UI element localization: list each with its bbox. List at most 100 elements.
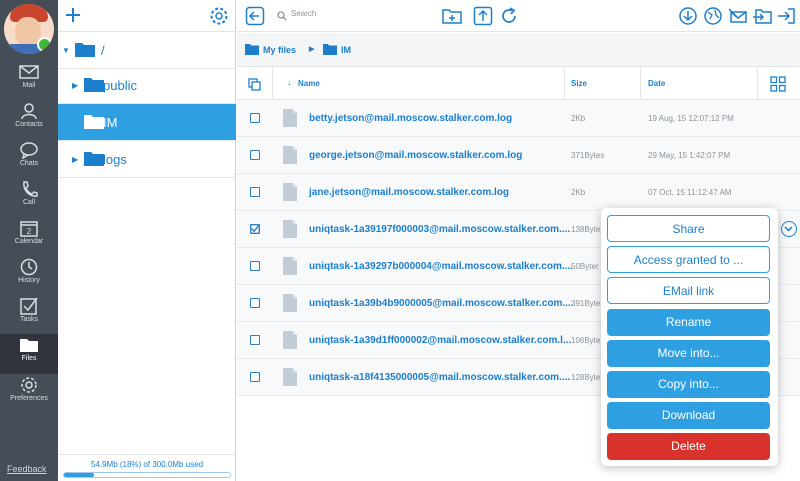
file-icon xyxy=(283,220,297,238)
search-input[interactable]: Search xyxy=(291,9,317,18)
row-checkbox[interactable] xyxy=(250,113,260,123)
table-row[interactable]: betty.jetson@mail.moscow.stalker.com.log… xyxy=(237,100,800,137)
nav-label: Calendar xyxy=(14,238,44,245)
email-link-button[interactable]: EMail link xyxy=(607,277,770,304)
file-name[interactable]: uniqtask-a18f4135000005@mail.moscow.stal… xyxy=(309,372,571,383)
file-size: 128Byte xyxy=(571,373,601,382)
tree-item-public[interactable]: ▶ public xyxy=(58,67,236,104)
avatar[interactable] xyxy=(4,4,54,54)
folder-icon xyxy=(245,44,259,55)
row-checkbox[interactable] xyxy=(250,372,260,382)
nav-item-history[interactable]: History xyxy=(0,256,58,296)
file-name[interactable]: uniqtask-1a39297b000004@mail.moscow.stal… xyxy=(309,261,573,272)
table-header: ↓ Name Size Date xyxy=(237,67,800,100)
nav-item-chats[interactable]: Chats xyxy=(0,139,58,179)
tree-root[interactable]: ▼ / xyxy=(58,32,236,69)
breadcrumb-current[interactable]: IM xyxy=(341,45,351,55)
row-checkbox[interactable] xyxy=(250,150,260,160)
nav-item-contacts[interactable]: Contacts xyxy=(0,100,58,140)
file-name[interactable]: uniqtask-1a39b4b9000005@mail.moscow.stal… xyxy=(309,298,574,309)
nav-label: History xyxy=(18,277,40,284)
tasks-icon xyxy=(20,297,38,315)
share-globe-icon[interactable] xyxy=(703,6,723,26)
checkbox-checked-icon[interactable] xyxy=(250,224,260,234)
file-name[interactable]: jane.jetson@mail.moscow.stalker.com.log xyxy=(309,187,509,198)
tree-item-label: public xyxy=(103,78,137,93)
download-circle-icon[interactable] xyxy=(678,6,698,26)
chats-icon xyxy=(20,142,38,159)
mail-icon xyxy=(19,65,39,79)
folder-icon xyxy=(84,115,104,129)
folder-icon xyxy=(323,44,337,55)
clock-icon xyxy=(20,258,38,276)
folder-icon xyxy=(84,78,104,92)
feedback-link[interactable]: Feedback xyxy=(7,464,47,474)
row-menu-chevron-icon[interactable] xyxy=(781,221,797,237)
grid-view-icon[interactable] xyxy=(770,76,786,92)
file-icon xyxy=(283,294,297,312)
breadcrumb-separator-icon: ▶ xyxy=(309,46,315,53)
column-header-date[interactable]: Date xyxy=(648,79,666,88)
file-icon xyxy=(283,109,297,127)
tree-toolbar xyxy=(58,0,235,32)
nav-item-preferences[interactable]: Preferences xyxy=(0,374,58,414)
file-name[interactable]: betty.jetson@mail.moscow.stalker.com.log xyxy=(309,113,513,124)
row-checkbox[interactable] xyxy=(250,261,260,271)
new-folder-icon[interactable] xyxy=(442,6,462,26)
quota-fill xyxy=(64,473,94,477)
nav-label: Tasks xyxy=(20,316,38,323)
access-granted-button[interactable]: Access granted to ... xyxy=(607,246,770,273)
column-header-size[interactable]: Size xyxy=(571,79,588,88)
file-name[interactable]: uniqtask-1a39197f000003@mail.moscow.stal… xyxy=(309,224,571,235)
sort-arrow-icon[interactable]: ↓ xyxy=(287,78,291,87)
nav-label: Chats xyxy=(19,160,39,167)
collapse-arrow-icon[interactable]: ▼ xyxy=(62,46,70,55)
nav-item-files[interactable]: Files xyxy=(0,334,58,374)
online-status-icon xyxy=(37,37,52,52)
table-row[interactable]: george.jetson@mail.moscow.stalker.com.lo… xyxy=(237,137,800,174)
share-button[interactable]: Share xyxy=(607,215,770,242)
move-into-button[interactable]: Move into... xyxy=(607,340,770,367)
refresh-icon[interactable] xyxy=(499,6,519,26)
folder-icon xyxy=(75,43,95,57)
column-header-name[interactable]: Name xyxy=(298,79,320,88)
file-name[interactable]: uniqtask-1a39d1ff000002@mail.moscow.stal… xyxy=(309,335,572,346)
add-icon[interactable] xyxy=(65,7,81,23)
file-icon xyxy=(283,257,297,275)
rename-button[interactable]: Rename xyxy=(607,309,770,336)
expand-arrow-icon[interactable]: ▶ xyxy=(72,81,79,90)
move-into-icon[interactable] xyxy=(752,6,772,26)
nav-item-calendar[interactable]: 2 Calendar xyxy=(0,217,58,257)
back-icon[interactable] xyxy=(245,6,265,26)
select-all-icon[interactable] xyxy=(248,78,261,91)
upload-icon[interactable] xyxy=(473,6,493,26)
tree-item-logs[interactable]: ▶ logs xyxy=(58,141,236,178)
nav-label: Files xyxy=(21,355,37,362)
nav-item-tasks[interactable]: Tasks xyxy=(0,295,58,335)
breadcrumb-root[interactable]: My files xyxy=(263,45,297,55)
table-row[interactable]: jane.jetson@mail.moscow.stalker.com.log 2… xyxy=(237,174,800,211)
tree-item-label: IM xyxy=(103,115,118,130)
row-checkbox[interactable] xyxy=(250,298,260,308)
email-link-icon[interactable] xyxy=(728,6,748,26)
exit-icon[interactable] xyxy=(776,6,796,26)
row-checkbox[interactable] xyxy=(250,335,260,345)
download-button[interactable]: Download xyxy=(607,402,770,429)
tree-item-im[interactable]: IM xyxy=(58,104,236,141)
nav-label: Call xyxy=(22,199,36,206)
nav-label: Mail xyxy=(22,82,36,89)
delete-button[interactable]: Delete xyxy=(607,433,770,460)
phone-icon xyxy=(23,181,38,197)
file-size: 391Byte xyxy=(571,299,601,308)
app-nav: Mail Contacts Chats Call 2 Calendar Hist… xyxy=(0,0,58,481)
settings-gear-icon[interactable] xyxy=(209,6,229,26)
main-toolbar: Search xyxy=(237,0,800,32)
folder-icon xyxy=(84,152,104,166)
row-checkbox[interactable] xyxy=(250,187,260,197)
tree-item-label: / xyxy=(101,43,105,58)
nav-item-mail[interactable]: Mail xyxy=(0,61,58,101)
expand-arrow-icon[interactable]: ▶ xyxy=(72,155,79,164)
nav-item-call[interactable]: Call xyxy=(0,178,58,218)
file-name[interactable]: george.jetson@mail.moscow.stalker.com.lo… xyxy=(309,150,523,161)
copy-into-button[interactable]: Copy into... xyxy=(607,371,770,398)
